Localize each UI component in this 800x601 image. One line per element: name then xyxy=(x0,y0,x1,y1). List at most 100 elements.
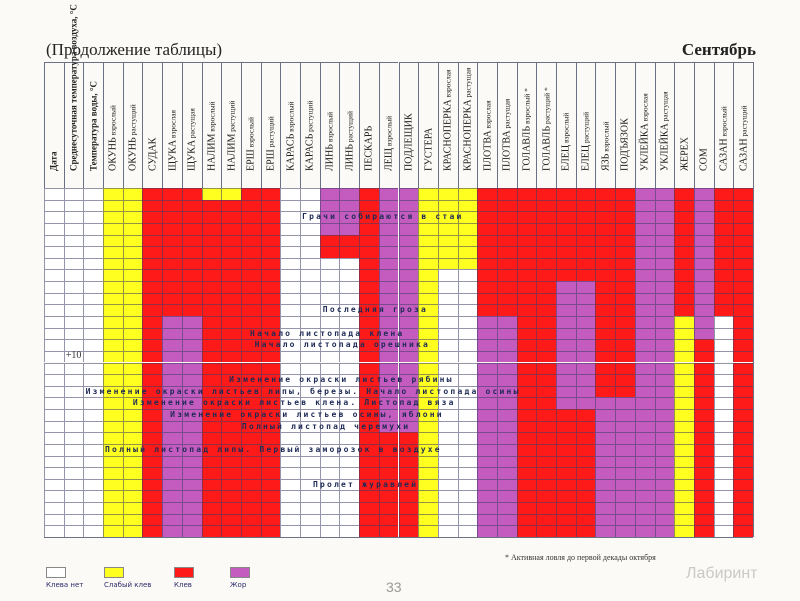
activity-cell xyxy=(300,257,320,270)
activity-cell xyxy=(63,234,84,247)
activity-cell xyxy=(240,513,261,526)
activity-cell xyxy=(240,362,261,375)
activity-cell xyxy=(536,315,557,328)
column-header-sub: растущая xyxy=(463,67,473,100)
column-header-name: ГОЛАВЛЬ xyxy=(521,125,533,171)
activity-cell xyxy=(300,502,320,514)
activity-cell xyxy=(733,281,753,293)
activity-cell xyxy=(122,222,143,235)
activity-cell xyxy=(260,374,281,386)
activity-cell xyxy=(83,478,104,491)
activity-cell xyxy=(693,385,714,398)
activity-cell xyxy=(496,222,517,235)
activity-cell xyxy=(595,350,616,363)
column-header-name: ЖЕРЕХ xyxy=(679,137,691,171)
activity-cell xyxy=(378,304,399,316)
column-header-sub: взрослый xyxy=(719,106,729,139)
activity-cell xyxy=(240,409,261,421)
activity-cell xyxy=(733,269,753,282)
activity-cell xyxy=(339,292,360,305)
activity-cell xyxy=(63,443,84,456)
activity-cell xyxy=(536,281,557,293)
table-border xyxy=(753,62,754,537)
activity-cell xyxy=(44,385,64,398)
activity-cell xyxy=(319,246,340,258)
activity-cell xyxy=(162,222,182,235)
activity-cell xyxy=(103,188,123,200)
activity-cell xyxy=(713,234,734,247)
activity-cell xyxy=(615,490,635,503)
activity-cell xyxy=(437,350,458,363)
activity-cell xyxy=(260,292,281,305)
activity-cell xyxy=(418,490,438,503)
activity-cell xyxy=(595,315,616,328)
activity-cell xyxy=(378,234,399,247)
activity-cell xyxy=(556,502,576,514)
activity-cell xyxy=(693,327,714,340)
activity-cell xyxy=(359,304,379,316)
activity-cell xyxy=(339,350,360,363)
activity-cell xyxy=(457,420,478,433)
activity-cell xyxy=(240,222,261,235)
activity-cell xyxy=(556,455,576,468)
activity-cell xyxy=(240,292,261,305)
activity-cell xyxy=(142,339,163,351)
activity-cell xyxy=(536,339,557,351)
activity-cell xyxy=(634,490,655,503)
activity-cell xyxy=(260,420,281,433)
activity-cell xyxy=(418,269,438,282)
activity-cell xyxy=(477,327,497,340)
activity-cell xyxy=(221,397,241,410)
activity-cell xyxy=(615,211,635,223)
activity-cell xyxy=(693,362,714,375)
activity-cell xyxy=(142,467,163,479)
activity-cell xyxy=(634,432,655,444)
activity-cell xyxy=(378,478,399,491)
activity-cell xyxy=(44,350,64,363)
activity-cell xyxy=(418,304,438,316)
activity-cell xyxy=(457,199,478,212)
activity-cell xyxy=(674,199,694,212)
activity-cell xyxy=(221,281,241,293)
activity-cell xyxy=(496,513,517,526)
activity-cell xyxy=(556,304,576,316)
activity-cell xyxy=(654,502,675,514)
activity-cell xyxy=(44,374,64,386)
activity-cell xyxy=(359,234,379,247)
activity-cell xyxy=(437,420,458,433)
activity-cell xyxy=(63,292,84,305)
activity-cell xyxy=(63,455,84,468)
activity-cell xyxy=(516,397,537,410)
activity-cell xyxy=(339,525,360,537)
activity-cell xyxy=(713,188,734,200)
activity-cell xyxy=(122,199,143,212)
activity-cell xyxy=(181,362,202,375)
activity-cell xyxy=(595,188,616,200)
activity-cell xyxy=(654,455,675,468)
activity-cell xyxy=(437,327,458,340)
activity-cell xyxy=(615,327,635,340)
activity-cell xyxy=(142,374,163,386)
activity-cell xyxy=(536,234,557,247)
activity-cell xyxy=(142,269,163,282)
activity-cell xyxy=(300,304,320,316)
activity-cell xyxy=(162,502,182,514)
activity-cell xyxy=(693,246,714,258)
activity-cell xyxy=(654,513,675,526)
activity-cell xyxy=(280,385,301,398)
activity-cell xyxy=(142,478,163,491)
column-header: ЛИНЬ растущий xyxy=(339,62,360,188)
activity-cell xyxy=(536,246,557,258)
activity-cell xyxy=(556,409,576,421)
activity-cell xyxy=(418,374,438,386)
activity-cell xyxy=(674,397,694,410)
activity-cell xyxy=(496,397,517,410)
activity-cell xyxy=(693,350,714,363)
activity-cell xyxy=(280,513,301,526)
activity-cell xyxy=(398,188,419,200)
activity-cell xyxy=(595,222,616,235)
activity-cell xyxy=(654,385,675,398)
activity-cell xyxy=(319,490,340,503)
activity-cell xyxy=(44,211,64,223)
activity-cell xyxy=(654,525,675,537)
